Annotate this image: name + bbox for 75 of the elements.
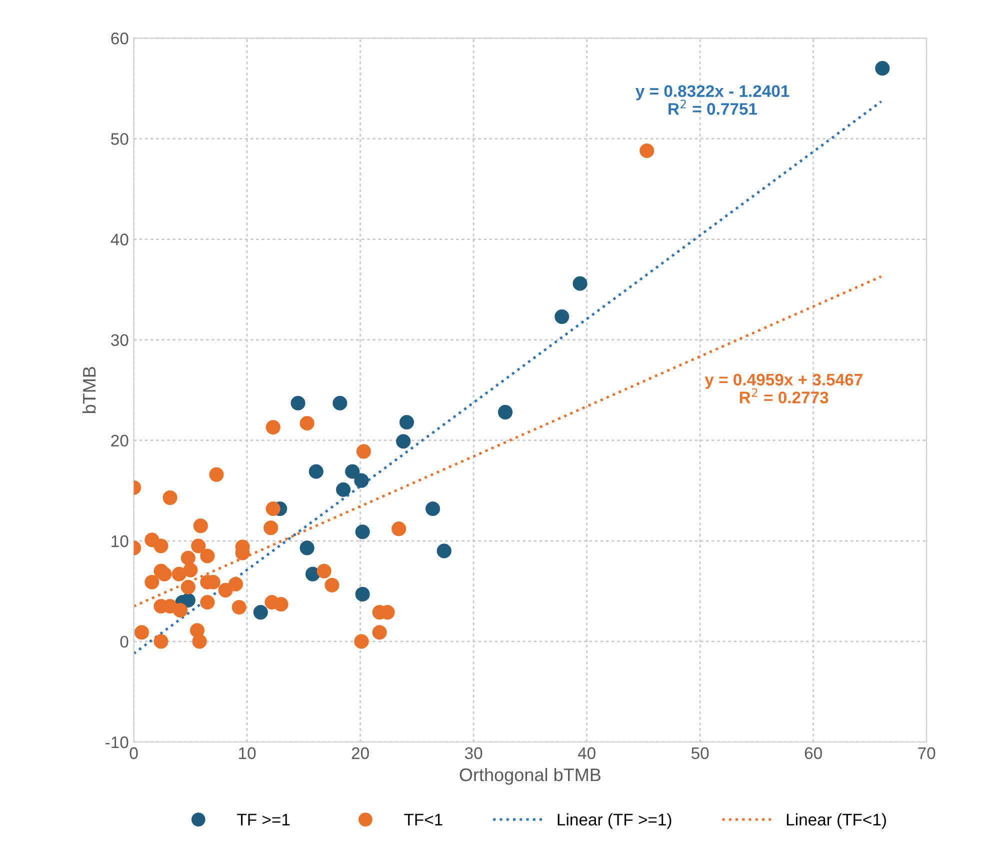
point [305,566,320,582]
point [354,473,369,488]
x-tick-label: 60 [804,747,822,760]
point [144,574,160,590]
point [274,596,288,612]
point [355,524,370,540]
annotation: y = 0.4959x + 3.5467 R$^{2}$ = 0.2773 [704,374,862,404]
x-tick-label: 70 [918,747,936,760]
point [300,540,314,556]
point [300,416,314,431]
point [172,566,186,582]
point [345,464,360,479]
point [324,578,340,592]
point [332,396,348,410]
x-tick-label: 0 [130,747,138,760]
point [209,467,224,482]
point [191,538,206,554]
point [399,414,414,430]
point [354,634,369,649]
point [228,576,243,592]
point [266,420,280,435]
point [172,603,188,618]
y-tick-label: 20 [111,434,128,447]
y-tick-label: 0 [120,636,128,648]
legend-label: Linear (TF<1) [786,813,886,829]
point [183,562,198,578]
point [264,520,278,536]
legend-label: Linear (TF >=1) [558,813,672,829]
point [356,444,371,459]
point [436,544,452,558]
x-tick-label: 30 [464,747,482,760]
y-tick-label: -10 [106,736,128,748]
point [154,538,168,554]
legend-label: TF<1 [404,814,442,826]
x-tick-label: 20 [352,747,369,760]
point [392,522,406,536]
point [180,550,196,566]
point [218,582,233,598]
point [875,61,890,76]
point [640,143,654,158]
point [180,580,196,594]
point [308,464,324,479]
y-tick-label: 30 [111,334,128,346]
point [157,566,172,582]
x-tick-label: 50 [691,747,709,760]
legend-label: TF >=1 [237,814,290,826]
point [200,548,215,564]
point [372,625,387,640]
point [193,518,208,534]
point [498,404,513,420]
point [572,276,588,291]
y-axis-title: bTMB [82,366,96,413]
point [192,634,207,649]
y-tick-label: 10 [112,535,128,548]
x-tick-label: 10 [239,747,256,760]
point [232,600,246,615]
point [554,309,570,324]
point [134,625,149,640]
point [200,594,215,610]
x-axis-title: Orthogonal bTMB [460,768,600,785]
point [266,501,280,516]
annotation: y = 0.8322x - 1.2401 R$^{2}$ = 0.7751 [636,85,790,115]
point [396,434,411,449]
point [355,586,370,602]
point [290,396,306,410]
point [336,482,351,497]
point [162,490,178,505]
point [316,564,332,578]
point [253,605,268,620]
y-tick-label: 40 [110,234,128,246]
y-tick-label: 50 [111,133,128,145]
y-tick-label: 60 [111,32,128,44]
point [426,501,440,516]
x-tick-label: 40 [578,747,596,760]
point [154,634,168,649]
